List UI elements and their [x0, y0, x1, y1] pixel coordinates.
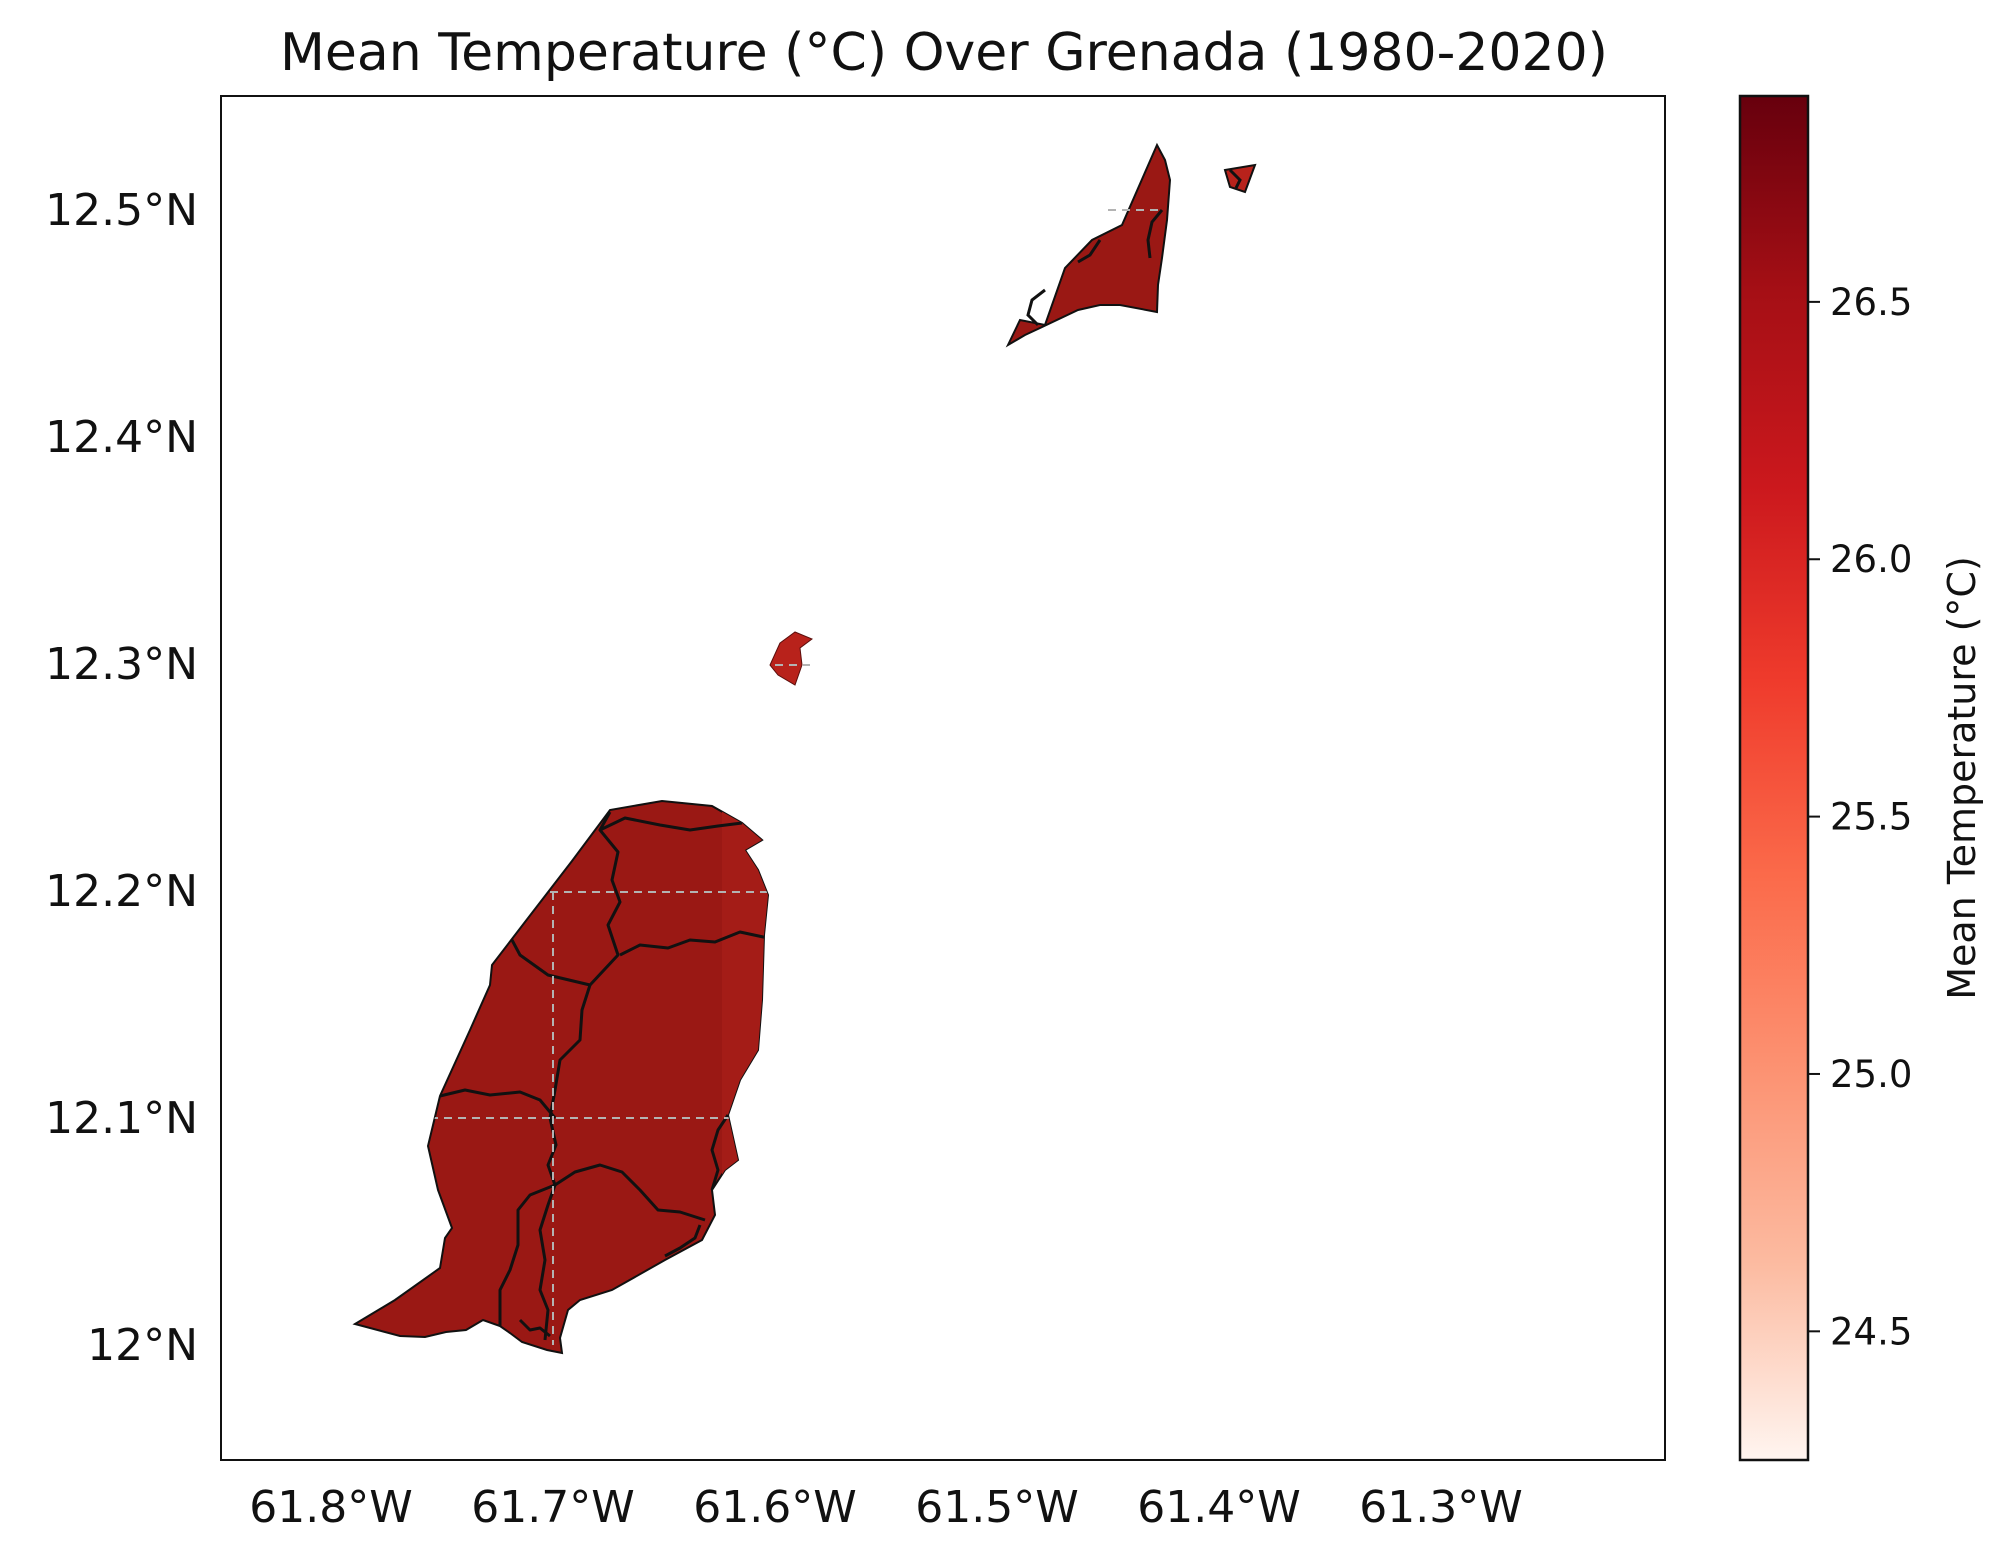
lat-label-12-5: 12.5°N	[45, 185, 198, 236]
lat-label-12-3: 12.3°N	[45, 639, 198, 690]
lon-label-61-8: 61.8°W	[249, 1482, 412, 1533]
lon-label-61-5: 61.5°W	[915, 1482, 1078, 1533]
ronde-island	[769, 631, 814, 686]
colorbar-tick-label: 26.0	[1830, 538, 1912, 581]
parish-boundaries	[439, 811, 768, 1341]
colorbar-ticks: 24.5 25.0 25.5 26.0 26.5	[1808, 281, 1912, 1353]
lon-label-61-4: 61.4°W	[1137, 1482, 1300, 1533]
lat-label-12-4: 12.4°N	[45, 412, 198, 463]
carriacou-boundaries	[1026, 209, 1164, 327]
carriacou-shape	[1005, 142, 1172, 348]
colorbar: 24.5 25.0 25.5 26.0 26.5 Mean Temperature (°…	[1738, 94, 1984, 1462]
petite-martinique-boundary	[1228, 168, 1242, 189]
carriacou-island	[1005, 142, 1172, 348]
lon-label-61-7: 61.7°W	[471, 1482, 634, 1533]
colorbar-tick-label: 26.5	[1830, 281, 1912, 324]
colorbar-label: Mean Temperature (°C)	[1940, 556, 1984, 1000]
colorbar-gradient	[1738, 94, 1810, 1462]
longitude-axis: 61.8°W 61.7°W 61.6°W 61.5°W 61.4°W 61.3°…	[249, 1482, 1522, 1533]
colorbar-tick-label: 25.0	[1830, 1053, 1912, 1096]
lon-label-61-3: 61.3°W	[1359, 1482, 1522, 1533]
lon-label-61-6: 61.6°W	[693, 1482, 856, 1533]
lat-label-12-1: 12.1°N	[45, 1093, 198, 1144]
colorbar-tick-label: 24.5	[1830, 1310, 1912, 1353]
map-gridlines	[430, 209, 1162, 1345]
map-title: Mean Temperature (°C) Over Grenada (1980…	[280, 23, 1608, 83]
latitude-axis: 12°N 12.1°N 12.2°N 12.3°N 12.4°N 12.5°N	[45, 185, 198, 1371]
lat-label-12: 12°N	[87, 1320, 198, 1371]
map-frame	[220, 95, 1666, 1461]
colorbar-tick-label: 25.5	[1830, 796, 1912, 839]
lat-label-12-2: 12.2°N	[45, 866, 198, 917]
